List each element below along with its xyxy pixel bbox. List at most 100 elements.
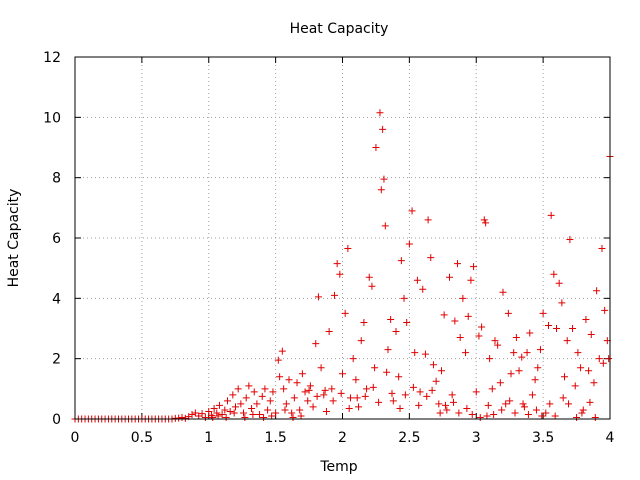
data-point	[269, 388, 277, 396]
data-point	[213, 409, 221, 417]
data-point	[423, 392, 431, 400]
data-point	[280, 385, 288, 393]
data-point	[528, 391, 536, 399]
data-point	[582, 315, 590, 323]
data-point	[571, 382, 579, 390]
x-tick-label: 3.5	[532, 430, 554, 446]
y-tick-label: 12	[43, 50, 61, 66]
data-point	[392, 328, 400, 336]
x-tick-labels: 0 0.5 1 1.5 2 2.5 3 3.5 4	[71, 430, 615, 446]
data-point	[380, 175, 388, 183]
data-point	[456, 334, 464, 342]
data-point	[553, 325, 560, 332]
data-point	[547, 211, 555, 219]
data-point	[304, 397, 312, 405]
data-point	[601, 306, 609, 314]
y-axis-label: Heat Capacity	[6, 189, 22, 288]
data-point	[175, 414, 183, 422]
data-point	[344, 245, 352, 253]
y-tick-label: 4	[52, 291, 61, 307]
data-point	[520, 403, 528, 411]
data-point	[526, 329, 534, 337]
plot-frame	[74, 56, 611, 420]
data-point	[201, 413, 209, 421]
data-point	[415, 401, 423, 409]
data-point	[345, 404, 353, 412]
data-point	[585, 367, 593, 375]
data-point	[599, 359, 607, 367]
data-point	[240, 409, 248, 417]
x-tick-label: 1	[204, 430, 213, 446]
data-point	[249, 410, 257, 418]
data-point	[336, 270, 344, 278]
data-point	[595, 355, 603, 363]
data-point	[416, 388, 424, 396]
data-point	[454, 260, 462, 268]
data-point	[413, 276, 421, 284]
data-point	[256, 410, 264, 418]
data-point	[496, 379, 504, 387]
data-point	[519, 400, 527, 408]
data-point	[566, 236, 574, 244]
data-point	[546, 400, 554, 408]
data-point	[405, 240, 413, 248]
data-point	[298, 370, 306, 378]
data-point	[389, 397, 397, 405]
data-point	[242, 394, 250, 402]
data-point	[232, 403, 239, 411]
data-point	[498, 406, 506, 414]
data-point	[272, 409, 280, 417]
data-point	[531, 376, 539, 384]
data-point	[369, 383, 377, 391]
data-point	[353, 394, 361, 402]
data-point	[285, 376, 293, 384]
data-points	[71, 109, 614, 423]
data-point	[363, 385, 371, 393]
data-point	[293, 379, 301, 387]
x-tick-label: 2	[338, 430, 347, 446]
data-point	[309, 403, 317, 411]
data-point	[276, 373, 284, 381]
data-point	[448, 391, 456, 399]
data-point	[511, 409, 519, 417]
data-point	[504, 309, 512, 317]
data-point	[486, 355, 494, 363]
data-point	[278, 347, 286, 355]
data-point	[559, 394, 567, 402]
data-point	[377, 186, 385, 194]
data-point	[290, 394, 298, 402]
data-point	[436, 409, 444, 417]
data-point	[274, 356, 282, 364]
data-point	[518, 353, 526, 361]
data-point	[282, 400, 290, 408]
data-point	[248, 404, 256, 412]
data-point	[375, 398, 383, 406]
x-tick-label: 1.5	[264, 430, 286, 446]
data-point	[379, 125, 387, 133]
data-point	[421, 350, 429, 358]
data-point	[281, 406, 289, 414]
data-point	[210, 404, 218, 412]
data-point	[538, 412, 546, 420]
data-point	[429, 361, 437, 369]
data-point	[383, 368, 391, 376]
data-point	[441, 401, 449, 409]
data-point	[209, 413, 217, 421]
data-point	[409, 383, 417, 391]
x-tick-label: 0	[71, 430, 80, 446]
data-point	[563, 337, 571, 345]
data-point	[237, 400, 245, 408]
data-point	[381, 222, 389, 230]
data-point	[330, 291, 338, 299]
data-point	[510, 349, 518, 357]
data-point	[593, 287, 601, 295]
data-point	[322, 407, 330, 415]
data-point	[459, 294, 467, 302]
data-point	[320, 391, 328, 399]
data-point	[205, 407, 213, 415]
data-point	[476, 413, 484, 421]
data-point	[376, 109, 384, 117]
data-point	[329, 397, 337, 405]
data-point	[450, 398, 458, 406]
